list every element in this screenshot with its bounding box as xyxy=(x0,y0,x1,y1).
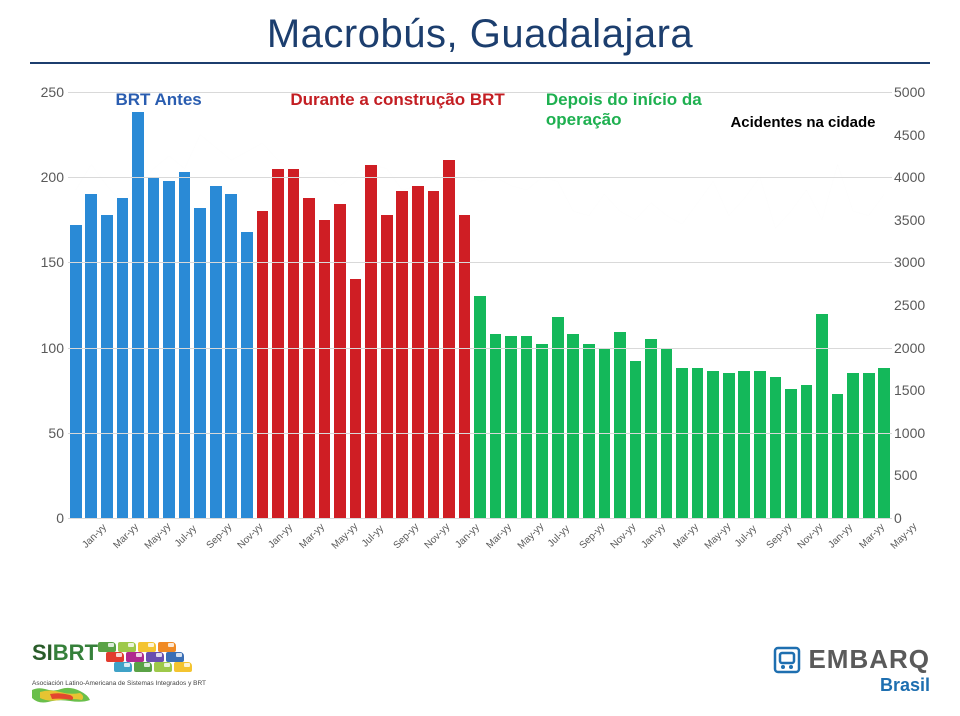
y-left-tick-label: 200 xyxy=(32,169,64,185)
y-right-tick-label: 5000 xyxy=(894,84,930,100)
line-layer xyxy=(68,92,892,518)
x-axis-labels: Jan-yyMar-yyMay-yyJul-yySep-yyNov-yyJan-… xyxy=(68,522,892,578)
y-left-tick-label: 0 xyxy=(32,510,64,526)
bus-icon xyxy=(114,662,132,672)
x-tick-label: May-yy xyxy=(143,521,174,552)
bus-icon xyxy=(138,642,156,652)
y-right-tick-label: 4500 xyxy=(894,127,930,143)
sibrt-map-icon xyxy=(30,686,92,704)
y-right-tick-label: 3500 xyxy=(894,212,930,228)
bus-icon xyxy=(98,642,116,652)
line-legend: Acidentes na cidade xyxy=(730,114,875,131)
y-right-tick-label: 1500 xyxy=(894,382,930,398)
x-tick-label: Jan-yy xyxy=(453,522,482,551)
x-tick-label: Sep-yy xyxy=(578,521,608,551)
y-right-tick-label: 4000 xyxy=(894,169,930,185)
x-tick-label: Nov-yy xyxy=(422,521,452,551)
y-right-tick-label: 3000 xyxy=(894,254,930,270)
phase-label: BRT Antes xyxy=(115,90,201,110)
x-tick-label: May-yy xyxy=(702,521,733,552)
x-tick-label: Mar-yy xyxy=(298,522,327,551)
grid-line xyxy=(68,433,892,434)
sibrt-suffix: BRT xyxy=(53,640,98,665)
accidents-line xyxy=(76,135,884,229)
embarq-logo: EMBARQ Brasil xyxy=(760,644,930,700)
x-tick-label: Mar-yy xyxy=(858,522,887,551)
y-left-tick-label: 250 xyxy=(32,84,64,100)
bus-icon xyxy=(166,652,184,662)
bus-icon xyxy=(118,642,136,652)
grid-line xyxy=(68,518,892,519)
x-tick-label: Jul-yy xyxy=(546,523,572,549)
x-tick-label: Jan-yy xyxy=(267,522,296,551)
y-right-tick-label: 2500 xyxy=(894,297,930,313)
bus-icon xyxy=(106,652,124,662)
plot-area: 0501001502002500500100015002000250030003… xyxy=(68,92,892,518)
sibrt-logo: SIBRT Asociación Latino-Americana de Sis… xyxy=(30,640,200,704)
bus-icon xyxy=(174,662,192,672)
x-tick-label: Nov-yy xyxy=(609,521,639,551)
phase-label: Durante a construção BRT xyxy=(290,90,504,110)
x-tick-label: Jan-yy xyxy=(640,522,669,551)
bus-icon xyxy=(154,662,172,672)
bus-icon xyxy=(158,642,176,652)
embarq-word: EMBARQ xyxy=(808,644,930,675)
slide-title: Macrobús, Guadalajara xyxy=(0,12,960,57)
y-right-tick-label: 2000 xyxy=(894,340,930,356)
slide: Macrobús, Guadalajara 050100150200250050… xyxy=(0,0,960,716)
grid-line xyxy=(68,348,892,349)
x-tick-label: Jan-yy xyxy=(826,522,855,551)
bus-icon xyxy=(146,652,164,662)
x-tick-label: Jan-yy xyxy=(80,522,109,551)
x-tick-label: Jul-yy xyxy=(733,523,759,549)
combo-chart: 0501001502002500500100015002000250030003… xyxy=(30,88,930,578)
x-tick-label: May-yy xyxy=(516,521,547,552)
y-left-tick-label: 100 xyxy=(32,340,64,356)
x-tick-label: Mar-yy xyxy=(671,522,700,551)
x-tick-label: Sep-yy xyxy=(764,521,794,551)
y-left-tick-label: 50 xyxy=(32,425,64,441)
x-tick-label: May-yy xyxy=(329,521,360,552)
x-tick-label: Nov-yy xyxy=(236,521,266,551)
grid-line xyxy=(68,177,892,178)
footer: SIBRT Asociación Latino-Americana de Sis… xyxy=(30,640,930,704)
sibrt-bus-grid xyxy=(98,642,198,678)
chart-container: 0501001502002500500100015002000250030003… xyxy=(30,88,930,578)
sibrt-logo-text: SIBRT xyxy=(32,640,98,666)
embarq-sub: Brasil xyxy=(760,675,930,696)
bus-icon xyxy=(134,662,152,672)
x-tick-label: Mar-yy xyxy=(484,522,513,551)
y-left-tick-label: 150 xyxy=(32,254,64,270)
x-tick-label: Jul-yy xyxy=(173,523,199,549)
x-tick-label: Jul-yy xyxy=(359,523,385,549)
bus-icon xyxy=(126,652,144,662)
x-tick-label: Sep-yy xyxy=(205,521,235,551)
title-underline xyxy=(30,62,930,64)
x-tick-label: Mar-yy xyxy=(111,522,140,551)
x-tick-label: Sep-yy xyxy=(391,521,421,551)
sibrt-prefix: SI xyxy=(32,640,53,665)
y-right-tick-label: 500 xyxy=(894,467,930,483)
grid-line xyxy=(68,262,892,263)
x-tick-label: Nov-yy xyxy=(795,521,825,551)
y-right-tick-label: 1000 xyxy=(894,425,930,441)
embarq-icon xyxy=(772,645,802,675)
